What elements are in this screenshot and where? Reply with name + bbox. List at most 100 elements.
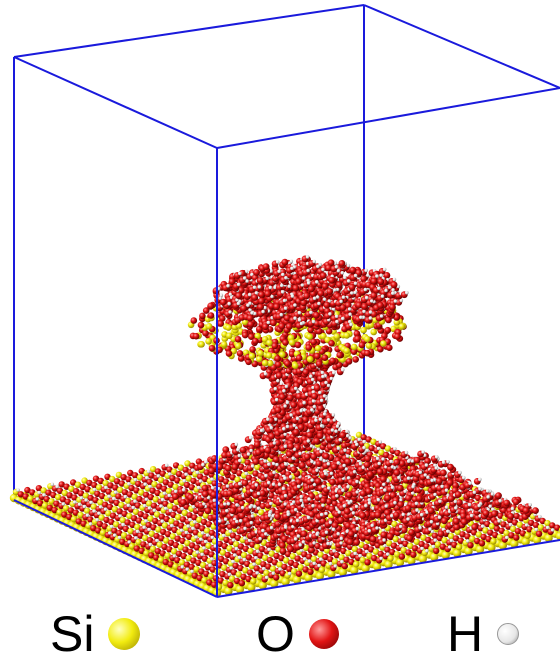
hydrogen-atom	[329, 471, 334, 476]
oxygen-atom	[245, 474, 253, 481]
hydrogen-atom	[273, 417, 278, 422]
hydrogen-atom	[247, 538, 252, 543]
hydrogen-atom	[302, 400, 306, 405]
hydrogen-atom	[334, 429, 338, 434]
oxygen-atom	[299, 461, 306, 469]
hydrogen-atom	[293, 386, 298, 391]
silicon-atom	[386, 540, 393, 547]
oxygen-atom	[107, 482, 114, 489]
oxygen-atom	[398, 553, 406, 560]
oxygen-atom	[290, 401, 298, 409]
oxygen-atom	[147, 494, 155, 501]
hydrogen-atom	[385, 552, 390, 556]
oxygen-atom	[313, 437, 321, 445]
hydrogen-atom	[278, 567, 282, 571]
oxygen-atom	[271, 559, 279, 566]
hydrogen-atom	[345, 434, 350, 438]
hydrogen-atom	[386, 479, 390, 483]
oxygen-atom	[292, 561, 300, 569]
oxygen-atom	[195, 458, 203, 465]
hydrogen-atom	[201, 462, 205, 467]
hydrogen-atom	[345, 529, 350, 534]
oxygen-atom	[316, 432, 324, 440]
silicon-atom	[310, 555, 318, 563]
oxygen-atom	[218, 476, 225, 483]
hydrogen-atom	[310, 478, 314, 482]
oxygen-atom	[519, 530, 527, 537]
oxygen-atom	[244, 560, 251, 568]
hydrogen-atom	[254, 483, 259, 487]
hydrogen-atom	[285, 400, 290, 405]
oxygen-atom	[162, 500, 169, 508]
hydrogen-atom	[371, 506, 375, 511]
silicon-atom	[365, 342, 373, 350]
oxygen-atom	[237, 355, 245, 362]
silicon-atom	[185, 475, 192, 482]
oxygen-atom	[457, 537, 465, 544]
hydrogen-atom	[293, 537, 298, 541]
hydrogen-atom	[406, 476, 411, 481]
hydrogen-atom	[376, 498, 381, 502]
silicon-atom	[221, 564, 228, 571]
oxygen-atom	[111, 527, 118, 534]
hydrogen-atom	[407, 512, 411, 516]
oxygen-atom	[236, 470, 243, 477]
hydrogen-atom	[108, 531, 112, 535]
hydrogen-atom	[381, 528, 386, 533]
hydrogen-atom	[490, 492, 495, 496]
hydrogen-atom	[199, 537, 203, 542]
hydrogen-atom	[345, 429, 349, 434]
hydrogen-atom	[444, 505, 449, 510]
oxygen-atom	[522, 507, 530, 514]
hydrogen-atom	[429, 520, 434, 524]
oxygen-atom	[539, 517, 546, 525]
oxygen-atom	[470, 529, 478, 536]
oxygen-atom	[402, 540, 409, 547]
oxygen-atom	[122, 525, 130, 533]
silicon-atom	[225, 332, 233, 340]
oxygen-atom	[171, 505, 179, 512]
hydrogen-atom	[393, 447, 397, 451]
oxygen-atom	[306, 553, 313, 560]
oxygen-atom	[237, 564, 244, 572]
oxygen-atom	[500, 521, 507, 528]
oxygen-atom	[363, 544, 370, 551]
hydrogen-atom	[164, 463, 169, 468]
hydrogen-atom	[244, 471, 248, 476]
oxygen-atom	[413, 456, 421, 464]
oxygen-atom	[135, 517, 143, 524]
silicon-atom	[225, 324, 232, 331]
hydrogen-atom	[449, 538, 454, 543]
hydrogen-atom	[269, 426, 274, 430]
oxygen-atom	[203, 570, 210, 577]
oxygen-atom	[265, 563, 272, 570]
hydrogen-atom	[152, 508, 157, 513]
hydrogen-atom	[508, 522, 513, 527]
silicon-atom	[150, 466, 157, 473]
oxygen-atom	[498, 527, 505, 534]
silicon-atom	[41, 502, 49, 509]
oxygen-atom	[487, 529, 494, 536]
oxygen-atom	[145, 521, 152, 529]
hydrogen-atom	[180, 565, 185, 569]
hydrogen-atom	[296, 534, 301, 538]
hydrogen-atom	[299, 548, 304, 552]
silicon-atom	[198, 341, 205, 348]
silicon-atom	[204, 527, 211, 534]
hydrogen-atom	[299, 498, 304, 503]
oxygen-atom	[275, 372, 283, 379]
hydrogen-atom	[342, 463, 346, 468]
oxygen-atom	[297, 423, 305, 431]
oxygen-atom	[433, 547, 440, 555]
oxygen-atom	[513, 512, 520, 520]
oxygen-atom	[245, 358, 252, 366]
silicon-atom	[134, 523, 141, 531]
hydrogen-atom	[353, 551, 357, 556]
oxygen-atom	[302, 566, 309, 573]
oxygen-atom	[229, 507, 237, 515]
hydrogen-atom	[264, 575, 269, 580]
oxygen-atom	[311, 392, 318, 400]
hydrogen-atom	[381, 457, 385, 461]
silicon-atom	[175, 514, 182, 521]
hydrogen-atom	[434, 466, 439, 470]
